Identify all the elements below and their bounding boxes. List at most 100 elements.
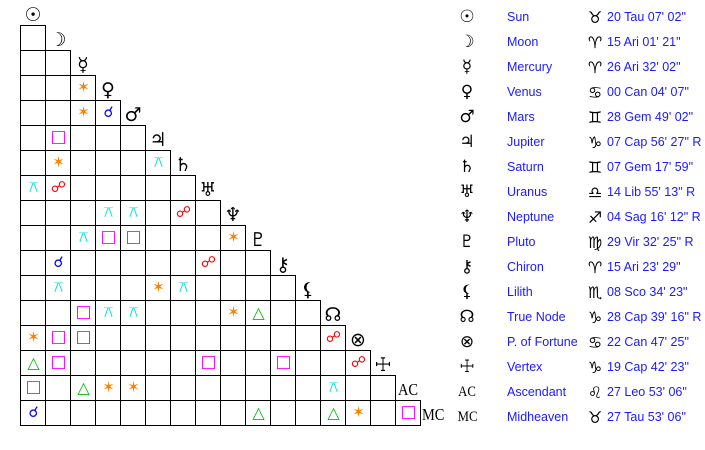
- gemini-icon: ♊: [587, 108, 603, 127]
- aspect-opposition-icon: ☍: [350, 353, 367, 371]
- aspect-quincunx-icon: ⚻: [128, 203, 139, 221]
- aspect-conjunction-icon: ☌: [28, 403, 39, 421]
- aspect-opposition-icon: ☍: [50, 178, 67, 196]
- aspect-sextile-icon: ✶: [77, 103, 90, 121]
- ascendant-icon: AC: [397, 380, 419, 399]
- planet-name: Lilith: [507, 285, 533, 299]
- planet-position: 27 Leo 53' 06": [607, 385, 687, 399]
- planet-name: P. of Fortune: [507, 335, 578, 349]
- aspect-opposition-icon: ☍: [325, 328, 342, 346]
- chiron-icon: ⚷: [276, 254, 290, 276]
- planet-name: Venus: [507, 85, 542, 99]
- aspect-sextile-icon: ✶: [52, 153, 65, 171]
- planet-position: 22 Can 47' 25": [607, 335, 689, 349]
- planet-position: 19 Cap 42' 23": [607, 360, 689, 374]
- planet-position: 07 Gem 17' 59": [607, 160, 694, 174]
- capricorn-icon: ♑: [587, 358, 603, 377]
- planet-row: ☽ Moon ♈ 15 Ari 01' 21": [0, 30, 705, 55]
- aspect-square-icon: □: [75, 302, 92, 322]
- aspect-quincunx-icon: ⚻: [178, 278, 189, 296]
- aspect-opposition-icon: ☍: [175, 203, 192, 221]
- planet-row: AC Ascendant ♌ 27 Leo 53' 06": [0, 380, 705, 405]
- planet-name: Moon: [507, 35, 539, 49]
- aspect-square-icon: □: [25, 377, 42, 397]
- planet-position: 28 Gem 49' 02": [607, 110, 694, 124]
- sun-icon: ☉: [24, 4, 42, 26]
- moon-icon: ☽: [459, 32, 475, 52]
- aspect-trine-icon: △: [27, 353, 40, 372]
- planet-position: 20 Tau 07' 02": [607, 10, 686, 24]
- aries-icon: ♈: [587, 258, 603, 277]
- ascendant-icon: AC: [458, 384, 476, 400]
- midheaven-icon: MC: [421, 405, 445, 424]
- taurus-icon: ♉: [587, 408, 603, 427]
- mercury-icon: ☿: [77, 54, 89, 76]
- planet-row: MC Midheaven ♉ 27 Tau 53' 06": [0, 405, 705, 430]
- aspect-conjunction-icon: ☌: [53, 253, 64, 271]
- venus-icon: ♀: [101, 79, 115, 101]
- vertex-icon: ☩: [374, 354, 392, 376]
- jupiter-icon: ♃: [459, 132, 475, 152]
- planet-row: ⚸ Lilith ♏ 08 Sco 34' 23": [0, 280, 705, 305]
- midheaven-icon: MC: [457, 409, 478, 425]
- planet-row: ☉ Sun ♉ 20 Tau 07' 02": [0, 5, 705, 30]
- planet-row: ♀ Venus ♋ 00 Can 04' 07": [0, 80, 705, 105]
- leo-icon: ♌: [587, 383, 603, 402]
- neptune-icon: ♆: [224, 204, 242, 226]
- aspect-square-icon: □: [50, 127, 67, 147]
- scorpio-icon: ♏: [587, 283, 603, 302]
- cancer-icon: ♋: [587, 333, 603, 352]
- mercury-icon: ☿: [461, 57, 473, 77]
- north-node-icon: ☊: [459, 307, 475, 327]
- lilith-icon: ⚸: [460, 282, 474, 302]
- aspect-square-icon: □: [50, 352, 67, 372]
- north-node-icon: ☊: [324, 304, 342, 326]
- aspect-square-icon: □: [50, 327, 67, 347]
- aspect-opposition-icon: ☍: [200, 253, 217, 271]
- aspect-sextile-icon: ✶: [152, 278, 165, 296]
- planet-row: ♃ Jupiter ♑ 07 Cap 56' 27" R: [0, 130, 705, 155]
- planet-name: Chiron: [507, 260, 544, 274]
- sagittarius-icon: ♐: [587, 208, 603, 227]
- planet-name: Ascendant: [507, 385, 567, 399]
- aspect-quincunx-icon: ⚻: [28, 178, 39, 196]
- planet-position: 07 Cap 56' 27" R: [607, 135, 702, 149]
- planet-row: ☩ Vertex ♑ 19 Cap 42' 23": [0, 355, 705, 380]
- aspect-square-icon: □: [100, 227, 117, 247]
- lilith-icon: ⚸: [301, 279, 315, 301]
- planet-position: 15 Ari 01' 21": [607, 35, 681, 49]
- planet-name: Sun: [507, 10, 530, 24]
- planet-row: ♂ Mars ♊ 28 Gem 49' 02": [0, 105, 705, 130]
- aspect-trine-icon: △: [77, 378, 90, 397]
- aspect-trine-icon: △: [252, 403, 265, 422]
- planet-position: 29 Vir 32' 25" R: [607, 235, 694, 249]
- planet-name: Mars: [507, 110, 535, 124]
- aspect-sextile-icon: ✶: [227, 228, 240, 246]
- mars-icon: ♂: [459, 107, 475, 127]
- pluto-icon: ♇: [249, 229, 267, 251]
- capricorn-icon: ♑: [587, 133, 603, 152]
- part-of-fortune-icon: ⊗: [350, 329, 366, 351]
- part-of-fortune-icon: ⊗: [459, 332, 475, 352]
- planet-name: Vertex: [507, 360, 543, 374]
- aspect-sextile-icon: ✶: [352, 403, 365, 421]
- aspect-quincunx-icon: ⚻: [153, 153, 164, 171]
- libra-icon: ♎: [587, 183, 603, 202]
- planet-position: 26 Ari 32' 02": [607, 60, 681, 74]
- planet-position: 04 Sag 16' 12" R: [607, 210, 701, 224]
- aspect-square-icon: □: [125, 227, 142, 247]
- planet-name: Midheaven: [507, 410, 569, 424]
- virgo-icon: ♍: [587, 233, 603, 252]
- planet-position: 08 Sco 34' 23": [607, 285, 688, 299]
- aries-icon: ♈: [587, 33, 603, 52]
- aspect-sextile-icon: ✶: [102, 378, 115, 396]
- planet-position: 28 Cap 39' 16" R: [607, 310, 702, 324]
- chiron-icon: ⚷: [460, 257, 474, 277]
- capricorn-icon: ♑: [587, 308, 603, 327]
- aspect-trine-icon: △: [327, 403, 340, 422]
- uranus-icon: ♅: [459, 182, 475, 202]
- planet-name: Uranus: [507, 185, 548, 199]
- aspect-quincunx-icon: ⚻: [328, 378, 339, 396]
- aspect-grid: ☉ ☽ ☿ ♀ ♂ ♃ ♄ ♅ ♆ ♇ ⚷ ⚸ ☊ ⊗ ☩ AC MC ✶ ✶ ☌ □ ✶ ⚻ ⚻ ☍ ⚻ ⚻ ☍ ⚻ □ □ ✶ ☌ ☍ ⚻ ✶ ⚻ □…: [20, 4, 445, 426]
- aries-icon: ♈: [587, 58, 603, 77]
